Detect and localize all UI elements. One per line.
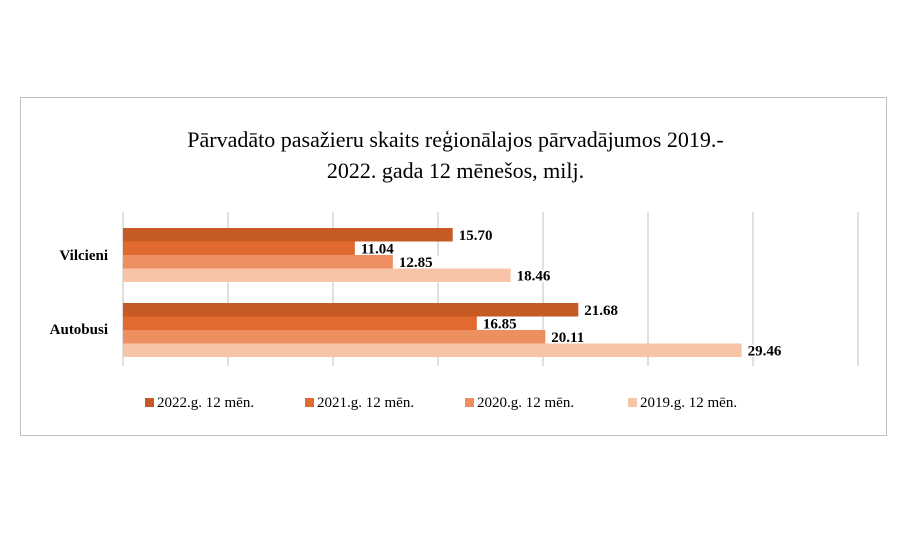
legend-label-0: 2022.g. 12 mēn.	[157, 395, 254, 411]
chart-title-line-1: Pārvadāto pasažieru skaits reģionālajos …	[187, 127, 724, 152]
data-label-bg-vilcieni-3	[513, 269, 572, 282]
data-label-bg-vilcieni-2	[395, 256, 454, 269]
category-label-vilcieni: Vilcieni	[59, 248, 108, 264]
data-label-bg-vilcieni-1	[357, 242, 416, 255]
data-label-vilcieni-3: 18.46	[517, 268, 551, 284]
bar-vilcieni-1	[123, 241, 355, 255]
data-label-bg-autobusi-1	[479, 317, 538, 330]
legend-label-3: 2019.g. 12 mēn.	[640, 395, 737, 411]
bar-autobusi-0	[123, 303, 579, 317]
chart-title: Pārvadāto pasažieru skaits reģionālajos …	[24, 124, 887, 186]
data-label-bg-autobusi-2	[548, 331, 607, 344]
data-label-bg-vilcieni-0	[455, 229, 514, 242]
legend-swatch-2	[465, 398, 474, 407]
data-label-bg-autobusi-0	[581, 304, 640, 317]
bar-vilcieni-2	[123, 255, 393, 269]
data-label-vilcieni-2: 12.85	[399, 255, 433, 271]
category-label-autobusi: Autobusi	[50, 322, 108, 338]
data-label-vilcieni-0: 15.70	[459, 228, 493, 244]
bar-autobusi-2	[123, 330, 546, 344]
data-label-autobusi-3: 29.46	[748, 343, 782, 359]
legend-label-1: 2021.g. 12 mēn.	[317, 395, 414, 411]
bar-autobusi-1	[123, 316, 477, 330]
data-label-bg-autobusi-3	[744, 344, 803, 357]
bar-vilcieni-3	[123, 268, 511, 282]
data-label-autobusi-1: 16.85	[483, 316, 517, 332]
data-label-autobusi-0: 21.68	[584, 303, 618, 319]
legend-swatch-1	[305, 398, 314, 407]
legend-label-2: 2020.g. 12 mēn.	[477, 395, 574, 411]
legend-swatch-0	[145, 398, 154, 407]
chart-title-line-2: 2022. gada 12 mēnešos, milj.	[326, 158, 585, 183]
data-label-vilcieni-1: 11.04	[361, 241, 394, 257]
data-label-autobusi-2: 20.11	[551, 330, 584, 346]
bar-autobusi-3	[123, 343, 742, 357]
bar-vilcieni-0	[123, 228, 453, 242]
legend-swatch-3	[628, 398, 637, 407]
